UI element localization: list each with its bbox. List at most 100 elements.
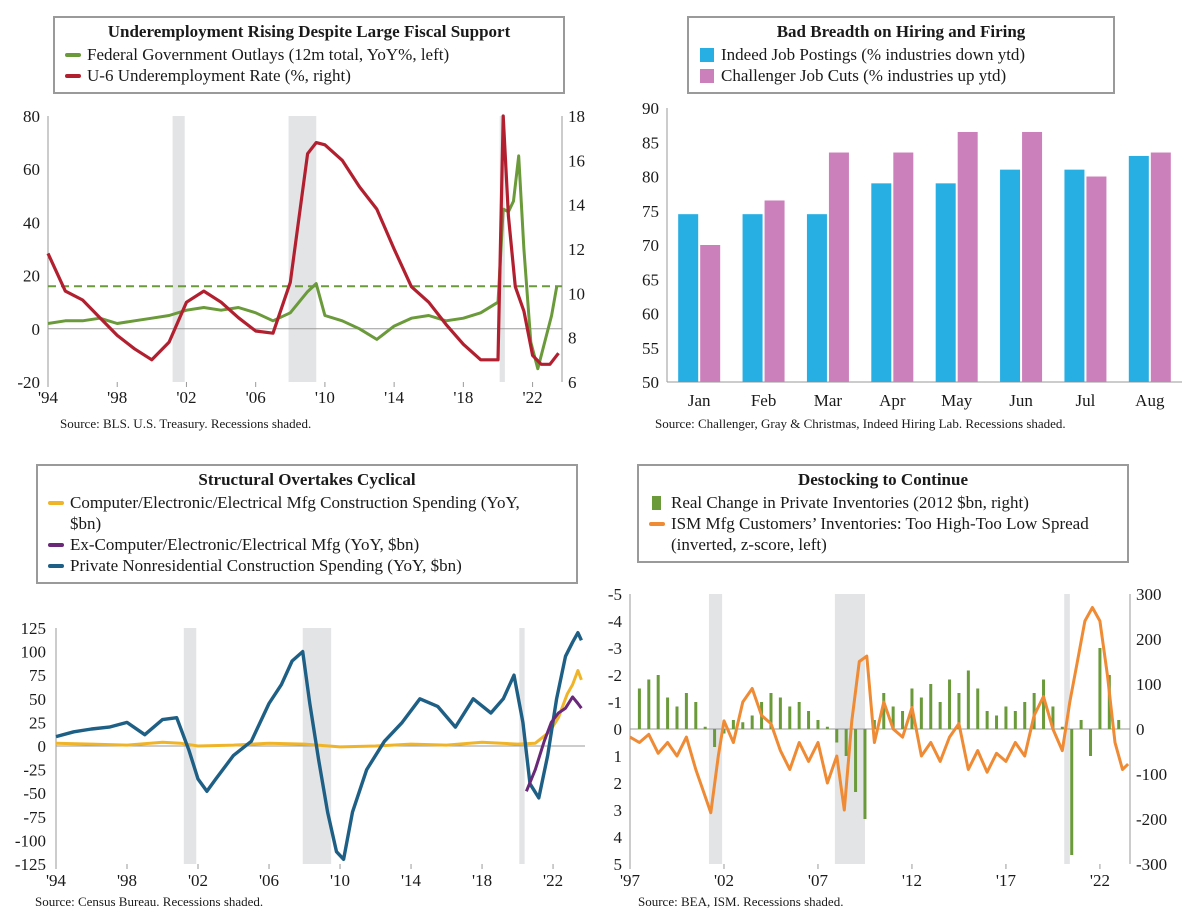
y-tick-label-right: 14 xyxy=(568,196,586,215)
y-tick-label-right: -200 xyxy=(1136,810,1167,829)
series-line-computer xyxy=(55,669,583,749)
x-tick-label: '10 xyxy=(315,388,335,407)
chart-breadth: 50 55 60 65 70 75 80 85 90 Jan Feb Mar Apr May Jun Jul A… xyxy=(642,99,1182,410)
legend-swatch xyxy=(700,48,714,62)
y-tick-label-left: 60 xyxy=(23,160,40,179)
legend-swatch xyxy=(48,564,64,568)
inventory-bar xyxy=(1098,648,1102,729)
y-tick-label: 85 xyxy=(642,133,659,152)
legend-label: Ex-Computer/Electronic/Electrical Mfg (Y… xyxy=(70,535,420,554)
inventory-bar xyxy=(976,688,980,729)
inventory-bar xyxy=(666,697,670,729)
recession-band xyxy=(288,116,317,382)
inventory-bar xyxy=(675,706,679,729)
inventory-bar xyxy=(778,697,782,729)
inventory-bar xyxy=(1079,720,1083,729)
x-tick-label: Mar xyxy=(814,391,843,410)
x-tick-label: Jan xyxy=(688,391,711,410)
x-tick-label: '94 xyxy=(46,871,67,890)
y-tick-label: 25 xyxy=(29,713,46,732)
y-tick-label-left: 0 xyxy=(32,320,41,339)
y-tick-label-left: 80 xyxy=(23,107,40,126)
bar-indeed xyxy=(1064,169,1085,382)
inventory-bar xyxy=(919,697,923,729)
y-tick-label-right: 18 xyxy=(568,107,585,126)
y-tick-label-left: 20 xyxy=(23,267,40,286)
bar-indeed xyxy=(742,214,763,382)
inventory-bar xyxy=(835,729,839,743)
y-tick-label: -75 xyxy=(23,808,46,827)
inventory-bar xyxy=(647,679,651,729)
y-tick-label: 65 xyxy=(642,270,659,289)
x-tick-label: '98 xyxy=(107,388,127,407)
y-tick-label-left: 5 xyxy=(614,855,623,874)
inventory-bar xyxy=(741,722,745,729)
bar-challenger xyxy=(957,131,978,382)
legend-label: Challenger Job Cuts (% industries up ytd… xyxy=(721,66,1007,85)
inventory-bar xyxy=(797,702,801,729)
y-tick-label-left: 1 xyxy=(614,747,623,766)
x-tick-label: '98 xyxy=(117,871,137,890)
legend-swatch xyxy=(700,69,714,83)
y-tick-label-right: 16 xyxy=(568,151,585,170)
chart-underemployment: -20 0 20 40 60 80 6 8 10 12 14 16 18 '94 '98 '02 '06 '10 '… xyxy=(17,107,586,407)
x-tick-label: Jul xyxy=(1076,391,1096,410)
legend-item-challenger: Challenger Job Cuts (% industries up ytd… xyxy=(699,65,1103,86)
inventory-bar xyxy=(891,706,895,729)
inventory-bar xyxy=(788,706,792,729)
inventory-bar xyxy=(703,726,707,729)
legend-swatch xyxy=(65,74,81,78)
legend-item-computer: Computer/Electronic/Electrical Mfg Const… xyxy=(48,492,540,534)
y-tick-label-left: -2 xyxy=(608,666,622,685)
inventory-bar xyxy=(929,684,933,729)
y-tick-label: 50 xyxy=(642,373,659,392)
bar-challenger xyxy=(1150,152,1171,382)
bar-indeed xyxy=(935,183,956,382)
legend-item-nonres: Private Nonresidential Construction Spen… xyxy=(48,555,566,576)
x-tick-label: '10 xyxy=(330,871,350,890)
bar-challenger xyxy=(1022,131,1043,382)
y-tick-label-right: -300 xyxy=(1136,855,1167,874)
y-tick-label: -100 xyxy=(15,831,46,850)
legend-item-excomputer: Ex-Computer/Electronic/Electrical Mfg (Y… xyxy=(48,534,566,555)
bar-challenger xyxy=(764,200,785,382)
inventory-bar xyxy=(1013,711,1017,729)
chart-destocking: -5 -4 -3 -2 -1 0 1 2 3 4 5 -300 -200 -100 0 100 200 300 '9… xyxy=(608,585,1167,890)
y-tick-label: 80 xyxy=(642,168,659,187)
legend-label: Federal Government Outlays (12m total, Y… xyxy=(87,45,450,64)
panel-destocking: -5 -4 -3 -2 -1 0 1 2 3 4 5 -300 -200 -100 0 100 200 300 '9… xyxy=(600,460,1200,920)
y-tick-label: 125 xyxy=(21,619,47,638)
chart-title: Destocking to Continue xyxy=(797,470,968,489)
legend-p3: Structural Overtakes Cyclical Computer/E… xyxy=(36,464,578,584)
legend-item-ism: ISM Mfg Customers’ Inventories: Too High… xyxy=(649,513,1091,555)
legend-label: U-6 Underemployment Rate (%, right) xyxy=(87,66,351,85)
inventory-bar xyxy=(713,729,717,747)
inventory-bar xyxy=(985,711,989,729)
x-tick-label: '07 xyxy=(808,871,829,890)
legend-label: Private Nonresidential Construction Spen… xyxy=(70,556,462,575)
chart-title: Bad Breadth on Hiring and Firing xyxy=(776,22,1026,41)
y-tick-label-left: -20 xyxy=(17,373,40,392)
inventory-bar xyxy=(938,702,942,729)
inventory-bar xyxy=(966,670,970,729)
x-tick-label: '17 xyxy=(996,871,1017,890)
y-tick-label-left: -1 xyxy=(608,693,622,712)
x-tick-label: '18 xyxy=(472,871,492,890)
legend-item-u6: U-6 Underemployment Rate (%, right) xyxy=(65,65,553,86)
inventory-bar xyxy=(844,729,848,756)
legend-label: Computer/Electronic/Electrical Mfg Const… xyxy=(70,493,520,533)
inventory-bar xyxy=(684,693,688,729)
legend-swatch xyxy=(65,53,81,57)
inventory-bar xyxy=(731,720,735,729)
panel-underemployment: -20 0 20 40 60 80 6 8 10 12 14 16 18 '94 '98 '02 '06 '10 '… xyxy=(0,0,600,460)
series-line-outlays xyxy=(47,154,559,371)
x-tick-label: '22 xyxy=(543,871,563,890)
inventory-bar xyxy=(1070,729,1074,855)
inventory-bar xyxy=(957,693,961,729)
inventory-bar xyxy=(1051,706,1055,729)
y-tick-label-right: 8 xyxy=(568,329,577,348)
legend-p2: Bad Breadth on Hiring and Firing Indeed … xyxy=(687,16,1115,94)
x-tick-label: '94 xyxy=(38,388,59,407)
chart-title: Underemployment Rising Despite Large Fis… xyxy=(107,22,511,41)
inventory-bar xyxy=(769,693,773,729)
